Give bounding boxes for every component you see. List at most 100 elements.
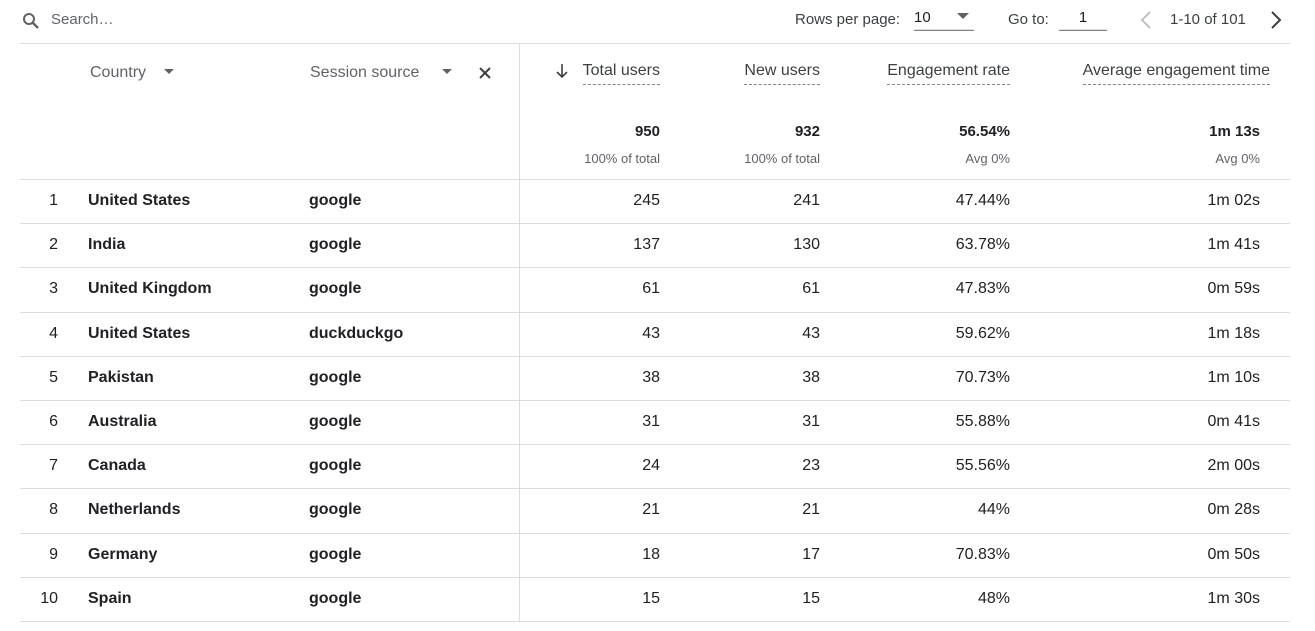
country-cell: India xyxy=(88,236,126,254)
metric-cell: 1m 18s xyxy=(1207,324,1260,342)
metric-header[interactable]: Total users xyxy=(582,61,660,85)
row-divider xyxy=(20,400,1290,401)
dimension-header[interactable]: Country xyxy=(90,64,147,81)
metric-cell: 24 xyxy=(642,457,660,475)
country-cell: Germany xyxy=(88,545,158,563)
total-note: Avg 0% xyxy=(965,151,1010,166)
total-note: 100% of total xyxy=(744,151,820,166)
country-cell: United States xyxy=(88,324,191,342)
metric-cell: 2m 00s xyxy=(1207,457,1260,475)
metric-cell: 18 xyxy=(642,545,660,563)
metric-cell: 0m 59s xyxy=(1207,280,1260,298)
dropdown-icon xyxy=(957,13,969,19)
metric-cell: 61 xyxy=(642,280,660,298)
country-cell: United States xyxy=(88,192,191,209)
metric-cell: 59.62% xyxy=(955,324,1010,342)
row-index: 5 xyxy=(49,368,58,386)
total-value: 56.54% xyxy=(959,123,1010,140)
metric-cell: 55.88% xyxy=(955,413,1010,430)
metric-cell: 47.44% xyxy=(955,192,1010,209)
metric-cell: 47.83% xyxy=(955,280,1010,298)
source-cell: google xyxy=(309,413,362,430)
source-cell: google xyxy=(309,589,362,607)
country-cell: Canada xyxy=(88,457,146,475)
source-cell: google xyxy=(309,545,362,563)
goto-input[interactable]: 1 xyxy=(1059,8,1107,31)
metric-cell: 48% xyxy=(977,589,1010,607)
dimension-header[interactable]: Session source xyxy=(310,64,420,81)
total-note: 100% of total xyxy=(584,151,660,166)
metric-cell: 63.78% xyxy=(955,236,1010,254)
metric-cell: 43 xyxy=(642,324,660,342)
rows-select[interactable]: 10 xyxy=(914,8,974,31)
source-cell: duckduckgo xyxy=(309,324,404,342)
sort-icon xyxy=(556,64,568,78)
metric-cell: 245 xyxy=(633,192,660,209)
total-value: 1m 13s xyxy=(1209,123,1260,140)
row-divider xyxy=(20,179,1290,180)
country-cell: Australia xyxy=(88,413,157,430)
metric-cell: 1m 02s xyxy=(1207,192,1260,209)
metric-cell: 0m 50s xyxy=(1207,545,1260,563)
metric-header[interactable]: Engagement rate xyxy=(887,61,1010,85)
row-index: 7 xyxy=(49,457,58,475)
country-cell: United Kingdom xyxy=(88,280,212,298)
row-divider xyxy=(20,576,1290,578)
remove-dimension[interactable] xyxy=(479,67,491,79)
metric-cell: 21 xyxy=(642,501,660,519)
metric-cell: 61 xyxy=(802,280,820,298)
row-index: 8 xyxy=(49,501,58,519)
source-cell: google xyxy=(309,501,362,519)
rows-label: Rows per page: xyxy=(795,11,901,28)
metric-cell: 44% xyxy=(977,501,1010,519)
metric-cell: 0m 28s xyxy=(1207,501,1260,519)
dropdown-icon xyxy=(164,69,174,74)
country-cell: Pakistan xyxy=(88,368,154,386)
metric-cell: 70.83% xyxy=(955,545,1010,563)
row-index: 10 xyxy=(40,589,58,607)
row-divider xyxy=(20,444,1290,446)
metric-cell: 241 xyxy=(793,192,820,209)
row-divider xyxy=(20,621,1290,622)
total-value: 950 xyxy=(634,123,660,140)
metric-cell: 130 xyxy=(793,236,820,254)
metric-header[interactable]: Average engagement time xyxy=(1082,61,1270,85)
metric-cell: 137 xyxy=(633,236,660,254)
source-cell: google xyxy=(309,192,362,209)
country-cell: Netherlands xyxy=(88,501,181,519)
row-divider xyxy=(20,223,1290,225)
metric-cell: 21 xyxy=(802,501,820,519)
goto-label: Go to: xyxy=(1008,11,1049,28)
metric-header[interactable]: New users xyxy=(744,61,820,85)
metric-cell: 38 xyxy=(642,368,660,386)
row-divider xyxy=(20,532,1290,534)
metric-cell: 1m 10s xyxy=(1207,368,1260,386)
source-cell: google xyxy=(309,236,362,254)
row-index: 3 xyxy=(49,280,58,298)
total-value: 932 xyxy=(794,123,820,140)
row-divider xyxy=(20,267,1290,269)
source-cell: google xyxy=(309,457,362,475)
metric-cell: 23 xyxy=(802,457,820,475)
prev-page[interactable] xyxy=(1139,10,1153,30)
metric-cell: 70.73% xyxy=(955,368,1010,386)
metric-cell: 31 xyxy=(802,413,820,430)
metric-cell: 1m 30s xyxy=(1207,589,1260,607)
metric-cell: 17 xyxy=(802,545,820,563)
metric-cell: 38 xyxy=(802,368,820,386)
row-divider xyxy=(20,355,1290,357)
next-page[interactable] xyxy=(1269,10,1283,30)
search-input[interactable]: Search… xyxy=(51,11,114,28)
country-cell: Spain xyxy=(88,589,132,607)
metric-cell: 55.56% xyxy=(955,457,1010,475)
total-note: Avg 0% xyxy=(1215,151,1260,166)
source-cell: google xyxy=(309,368,362,386)
row-index: 2 xyxy=(49,236,58,254)
row-index: 1 xyxy=(49,192,58,209)
search-icon xyxy=(23,13,39,29)
metric-cell: 31 xyxy=(642,413,660,430)
metric-cell: 1m 41s xyxy=(1207,236,1260,254)
metric-cell: 0m 41s xyxy=(1207,413,1260,430)
dropdown-icon xyxy=(442,69,452,74)
